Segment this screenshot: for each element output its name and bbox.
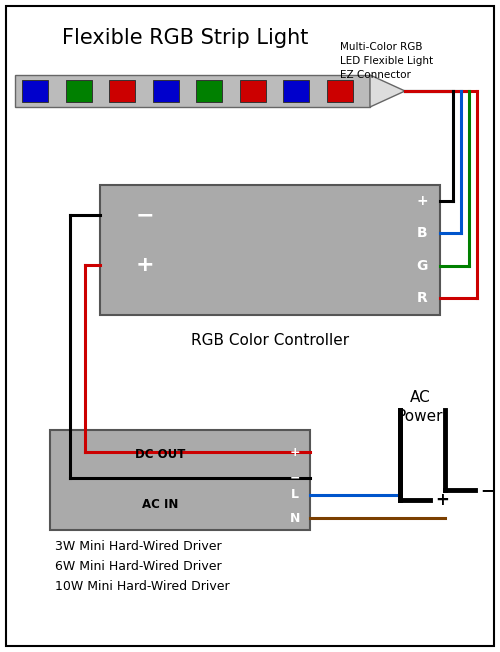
Text: N: N bbox=[290, 512, 300, 524]
Text: +: + bbox=[136, 255, 154, 275]
FancyBboxPatch shape bbox=[22, 80, 48, 102]
Text: B: B bbox=[416, 226, 428, 240]
Text: DC OUT: DC OUT bbox=[135, 449, 185, 462]
FancyBboxPatch shape bbox=[240, 80, 266, 102]
FancyBboxPatch shape bbox=[100, 185, 440, 315]
Text: 6W Mini Hard-Wired Driver: 6W Mini Hard-Wired Driver bbox=[55, 560, 222, 573]
FancyBboxPatch shape bbox=[327, 80, 353, 102]
Text: Multi-Color RGB
LED Flexible Light
EZ Connector: Multi-Color RGB LED Flexible Light EZ Co… bbox=[340, 42, 433, 80]
Text: G: G bbox=[416, 259, 428, 273]
Polygon shape bbox=[370, 75, 405, 107]
FancyBboxPatch shape bbox=[152, 80, 178, 102]
Text: +: + bbox=[435, 491, 449, 509]
Text: L: L bbox=[291, 488, 299, 501]
FancyBboxPatch shape bbox=[109, 80, 135, 102]
Text: RGB Color Controller: RGB Color Controller bbox=[191, 333, 349, 348]
FancyBboxPatch shape bbox=[284, 80, 310, 102]
Text: +: + bbox=[290, 445, 300, 458]
Text: AC IN: AC IN bbox=[142, 499, 178, 512]
Text: 3W Mini Hard-Wired Driver: 3W Mini Hard-Wired Driver bbox=[55, 540, 222, 553]
Text: −: − bbox=[480, 481, 494, 499]
Text: −: − bbox=[136, 205, 154, 225]
Text: AC
Power: AC Power bbox=[397, 390, 444, 424]
Text: R: R bbox=[416, 291, 428, 305]
Text: −: − bbox=[290, 471, 300, 484]
Text: 10W Mini Hard-Wired Driver: 10W Mini Hard-Wired Driver bbox=[55, 580, 230, 593]
FancyBboxPatch shape bbox=[66, 80, 92, 102]
Text: Flexible RGB Strip Light: Flexible RGB Strip Light bbox=[62, 28, 308, 48]
FancyBboxPatch shape bbox=[50, 430, 310, 530]
FancyBboxPatch shape bbox=[196, 80, 222, 102]
Text: +: + bbox=[416, 194, 428, 207]
FancyBboxPatch shape bbox=[15, 75, 370, 107]
